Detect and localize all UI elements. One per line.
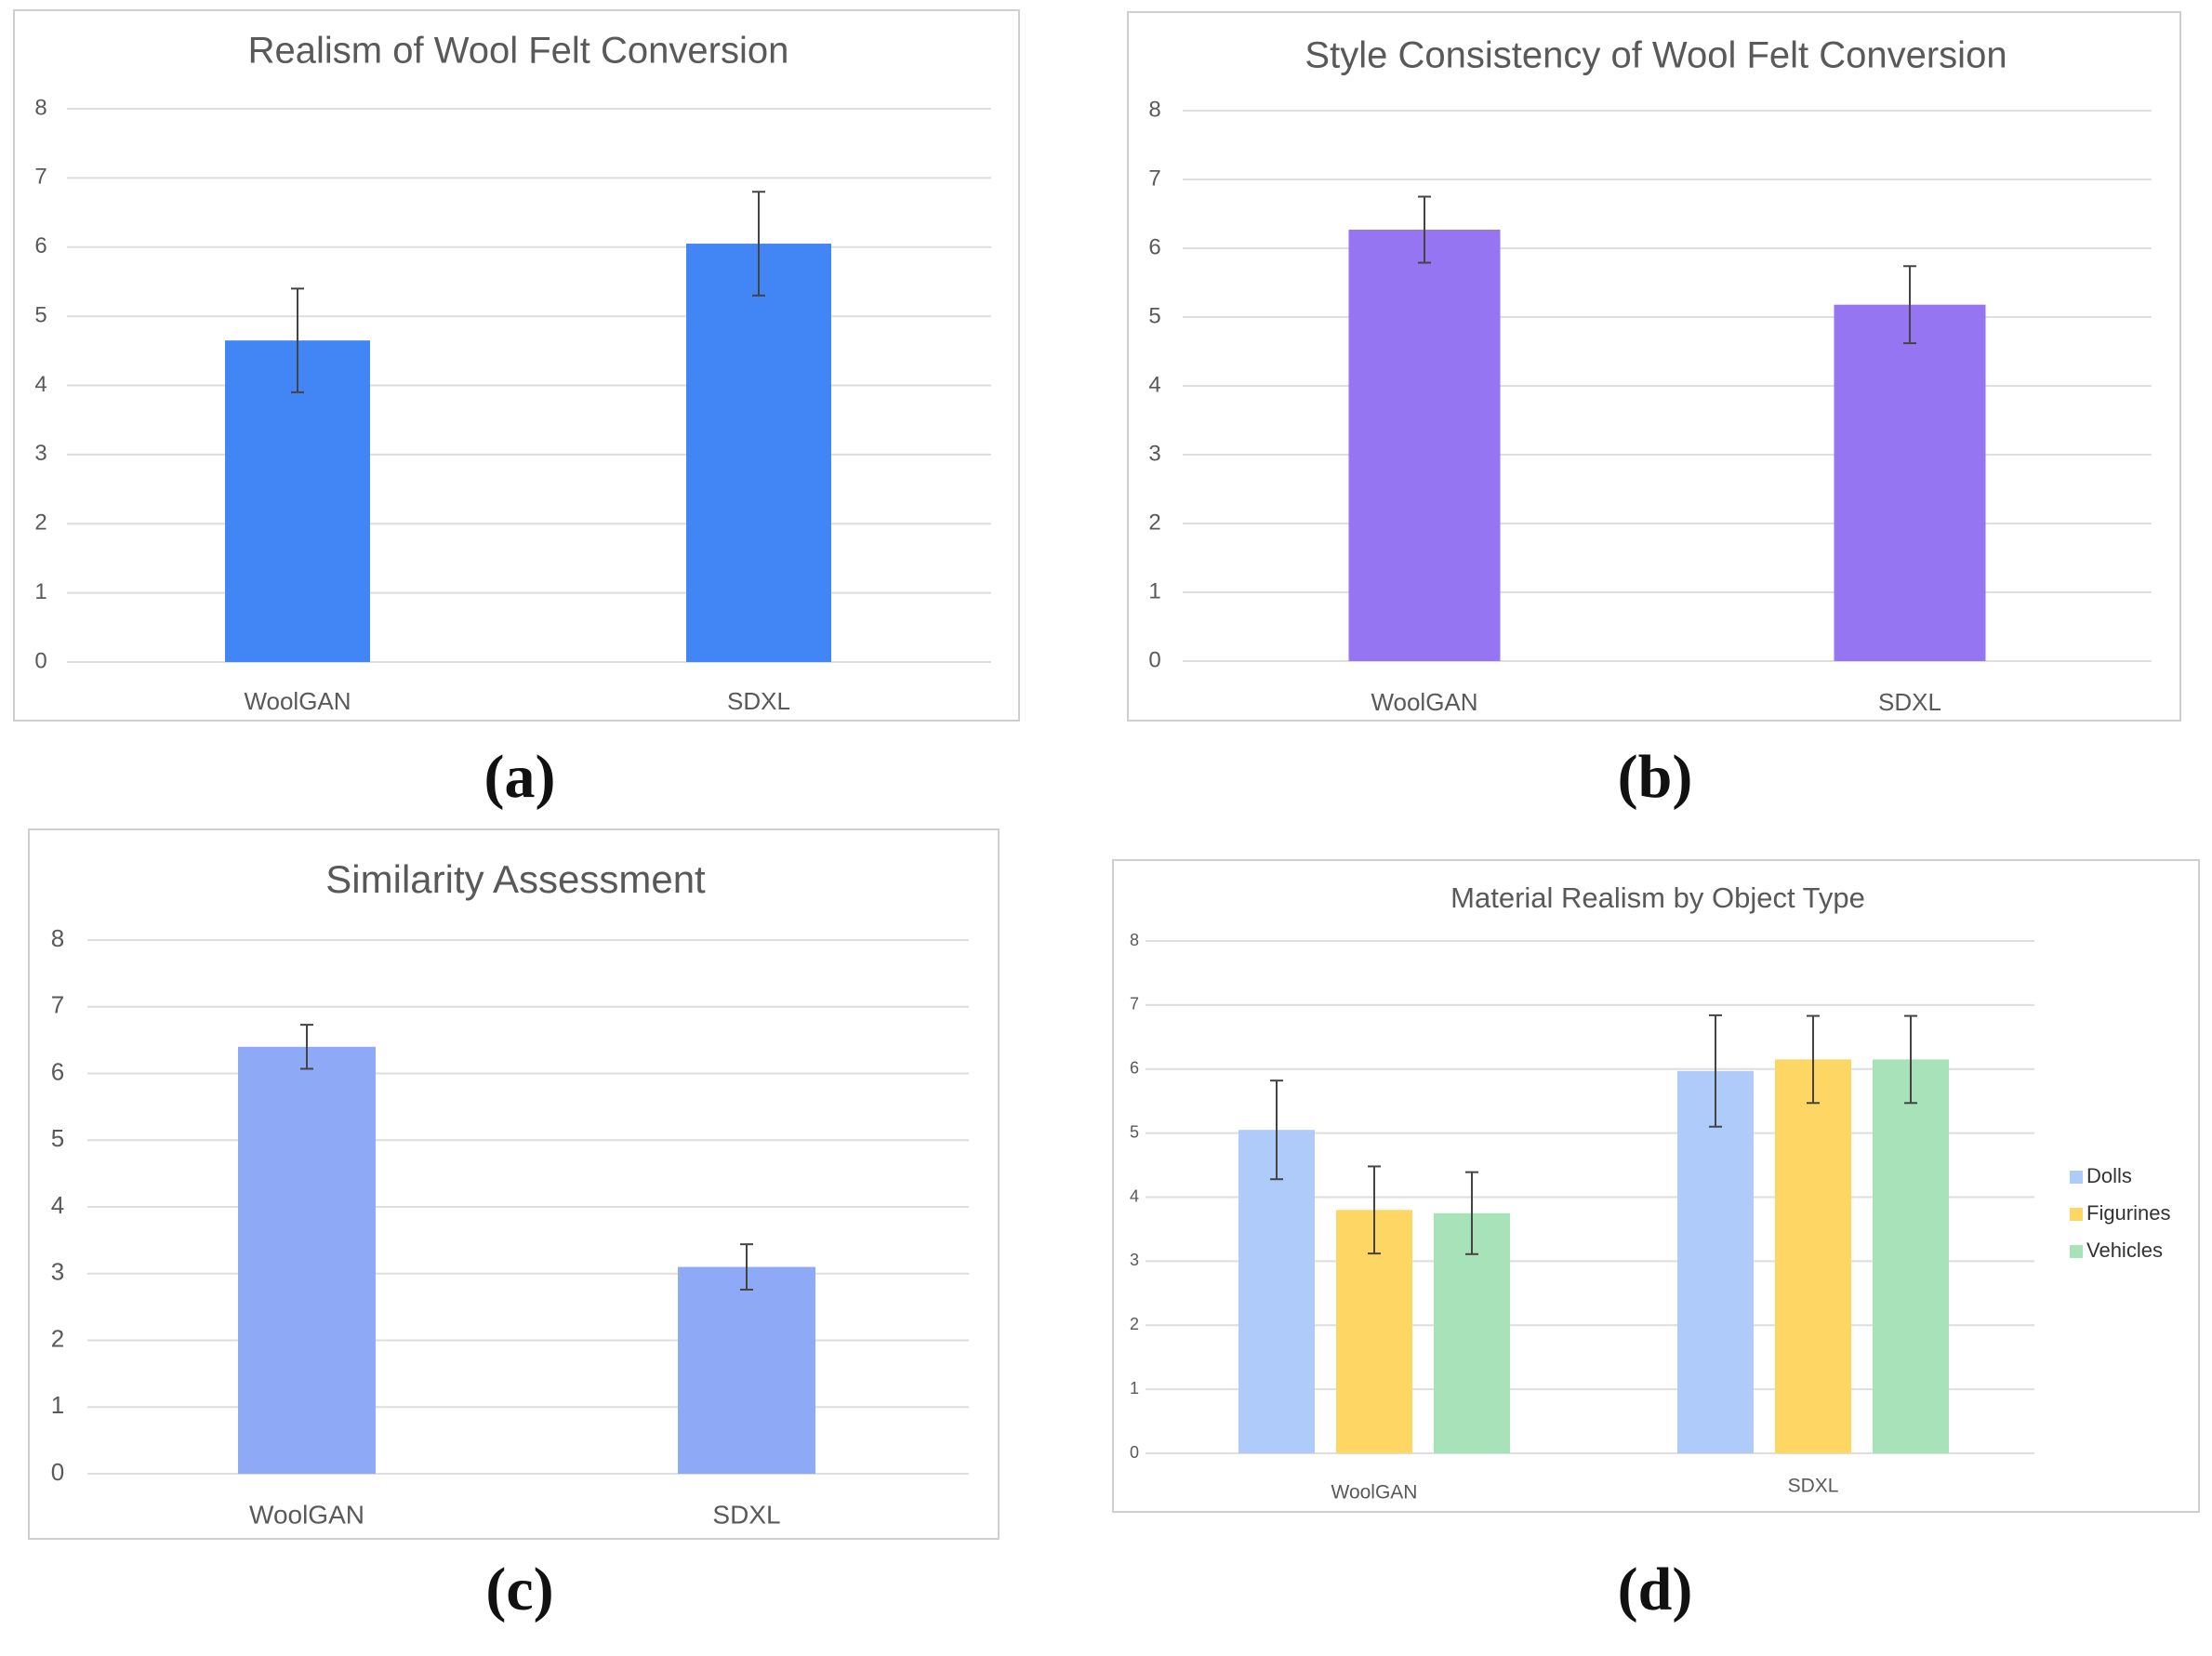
legend-swatch bbox=[2070, 1171, 2083, 1184]
x-category-label: WoolGAN bbox=[1331, 1482, 1418, 1504]
x-category-label: WoolGAN bbox=[249, 1500, 364, 1529]
x-category-label: SDXL bbox=[727, 687, 790, 715]
bar-vehicles-sdxl bbox=[1873, 1059, 1949, 1453]
y-tick-label: 7 bbox=[1148, 166, 1160, 191]
chart-panel-c: Similarity Assessment 0 1 2 3 4 5 6 7 8 WoolGAN SDX… bbox=[28, 828, 1000, 1540]
y-tick-label: 3 bbox=[34, 441, 46, 466]
y-tick-label: 6 bbox=[34, 233, 46, 258]
y-tick-label: 0 bbox=[34, 648, 46, 673]
y-tick-label: 0 bbox=[51, 1458, 64, 1486]
y-tick-label: 3 bbox=[1148, 441, 1160, 466]
y-tick-label: 4 bbox=[51, 1191, 64, 1219]
y-tick-label: 8 bbox=[1148, 97, 1160, 122]
caption-a: (a) bbox=[483, 743, 556, 811]
x-category-label: WoolGAN bbox=[244, 687, 351, 715]
y-tick-label: 5 bbox=[34, 302, 46, 327]
y-tick-label: 4 bbox=[1130, 1186, 1139, 1205]
y-tick-label: 5 bbox=[51, 1124, 64, 1152]
chart-title: Realism of Wool Felt Conversion bbox=[248, 31, 789, 72]
chart-d-svg: Material Realism by Object Type 0 1 2 3 4 5 6 7 8… bbox=[1130, 881, 2170, 1504]
chart-panel-a: Realism of Wool Felt Conversion 0 1 2 3 4 5 6 7 8… bbox=[13, 9, 1020, 722]
y-tick-label: 0 bbox=[1148, 647, 1160, 672]
legend-label: Figurines bbox=[2086, 1201, 2170, 1225]
bar-dolls-woolgan bbox=[1238, 1130, 1315, 1453]
x-category-label: SDXL bbox=[1788, 1476, 1839, 1497]
y-tick-label: 3 bbox=[51, 1258, 64, 1286]
caption-d: (d) bbox=[1617, 1556, 1693, 1623]
y-tick-label: 8 bbox=[51, 924, 64, 952]
bar-figurines-sdxl bbox=[1775, 1059, 1851, 1453]
chart-title: Similarity Assessment bbox=[325, 857, 706, 901]
y-tick-label: 2 bbox=[1148, 510, 1160, 535]
y-tick-label: 7 bbox=[1130, 995, 1139, 1013]
y-tick-label: 7 bbox=[34, 165, 46, 190]
x-category-label: SDXL bbox=[712, 1500, 780, 1529]
chart-panel-d: Material Realism by Object Type 0 1 2 3 4 5 6 7 8… bbox=[1112, 859, 2200, 1513]
chart-panel-b: Style Consistency of Wool Felt Conversio… bbox=[1127, 11, 2181, 722]
legend-label: Dolls bbox=[2086, 1164, 2132, 1187]
y-tick-label: 7 bbox=[51, 991, 64, 1019]
x-category-label: SDXL bbox=[1878, 688, 1941, 716]
bar-style-consistency-sdxl bbox=[1834, 304, 1986, 661]
y-tick-label: 5 bbox=[1148, 303, 1160, 328]
y-tick-label: 1 bbox=[1148, 578, 1160, 603]
bar-similarity-sdxl bbox=[678, 1266, 815, 1474]
chart-c-svg: Similarity Assessment 0 1 2 3 4 5 6 7 8 WoolGAN SDX… bbox=[51, 857, 969, 1529]
bar-realism-woolgan bbox=[225, 340, 370, 662]
y-tick-label: 3 bbox=[1130, 1251, 1139, 1269]
bar-style-consistency-woolgan bbox=[1348, 230, 1501, 661]
y-tick-label: 4 bbox=[1148, 372, 1160, 397]
legend-swatch bbox=[2070, 1245, 2083, 1258]
chart-title: Style Consistency of Wool Felt Conversio… bbox=[1305, 35, 2007, 76]
chart-b-svg: Style Consistency of Wool Felt Conversio… bbox=[1148, 35, 2152, 716]
chart-title: Material Realism by Object Type bbox=[1450, 881, 1865, 914]
y-tick-label: 6 bbox=[1130, 1059, 1139, 1078]
y-tick-label: 8 bbox=[34, 95, 46, 120]
chart-a-svg: Realism of Wool Felt Conversion 0 1 2 3 4 5 6 7 8… bbox=[34, 31, 991, 715]
y-tick-label: 2 bbox=[51, 1324, 64, 1352]
y-tick-label: 6 bbox=[1148, 234, 1160, 259]
bar-dolls-sdxl bbox=[1677, 1070, 1754, 1453]
y-tick-label: 8 bbox=[1130, 931, 1139, 949]
legend-swatch bbox=[2070, 1208, 2083, 1221]
y-tick-label: 2 bbox=[1130, 1315, 1139, 1333]
x-category-label: WoolGAN bbox=[1371, 688, 1477, 716]
bar-similarity-woolgan bbox=[238, 1046, 376, 1474]
y-tick-label: 1 bbox=[51, 1391, 64, 1419]
y-tick-label: 2 bbox=[34, 510, 46, 536]
y-tick-label: 0 bbox=[1130, 1443, 1139, 1462]
bar-realism-sdxl bbox=[686, 244, 831, 662]
caption-b: (b) bbox=[1617, 743, 1693, 811]
y-tick-label: 1 bbox=[1130, 1379, 1139, 1398]
y-tick-label: 6 bbox=[51, 1057, 64, 1085]
caption-c: (c) bbox=[485, 1556, 554, 1623]
y-tick-label: 1 bbox=[34, 579, 46, 604]
y-tick-label: 4 bbox=[34, 372, 46, 397]
legend-label: Vehicles bbox=[2086, 1239, 2163, 1262]
y-tick-label: 5 bbox=[1130, 1122, 1139, 1141]
